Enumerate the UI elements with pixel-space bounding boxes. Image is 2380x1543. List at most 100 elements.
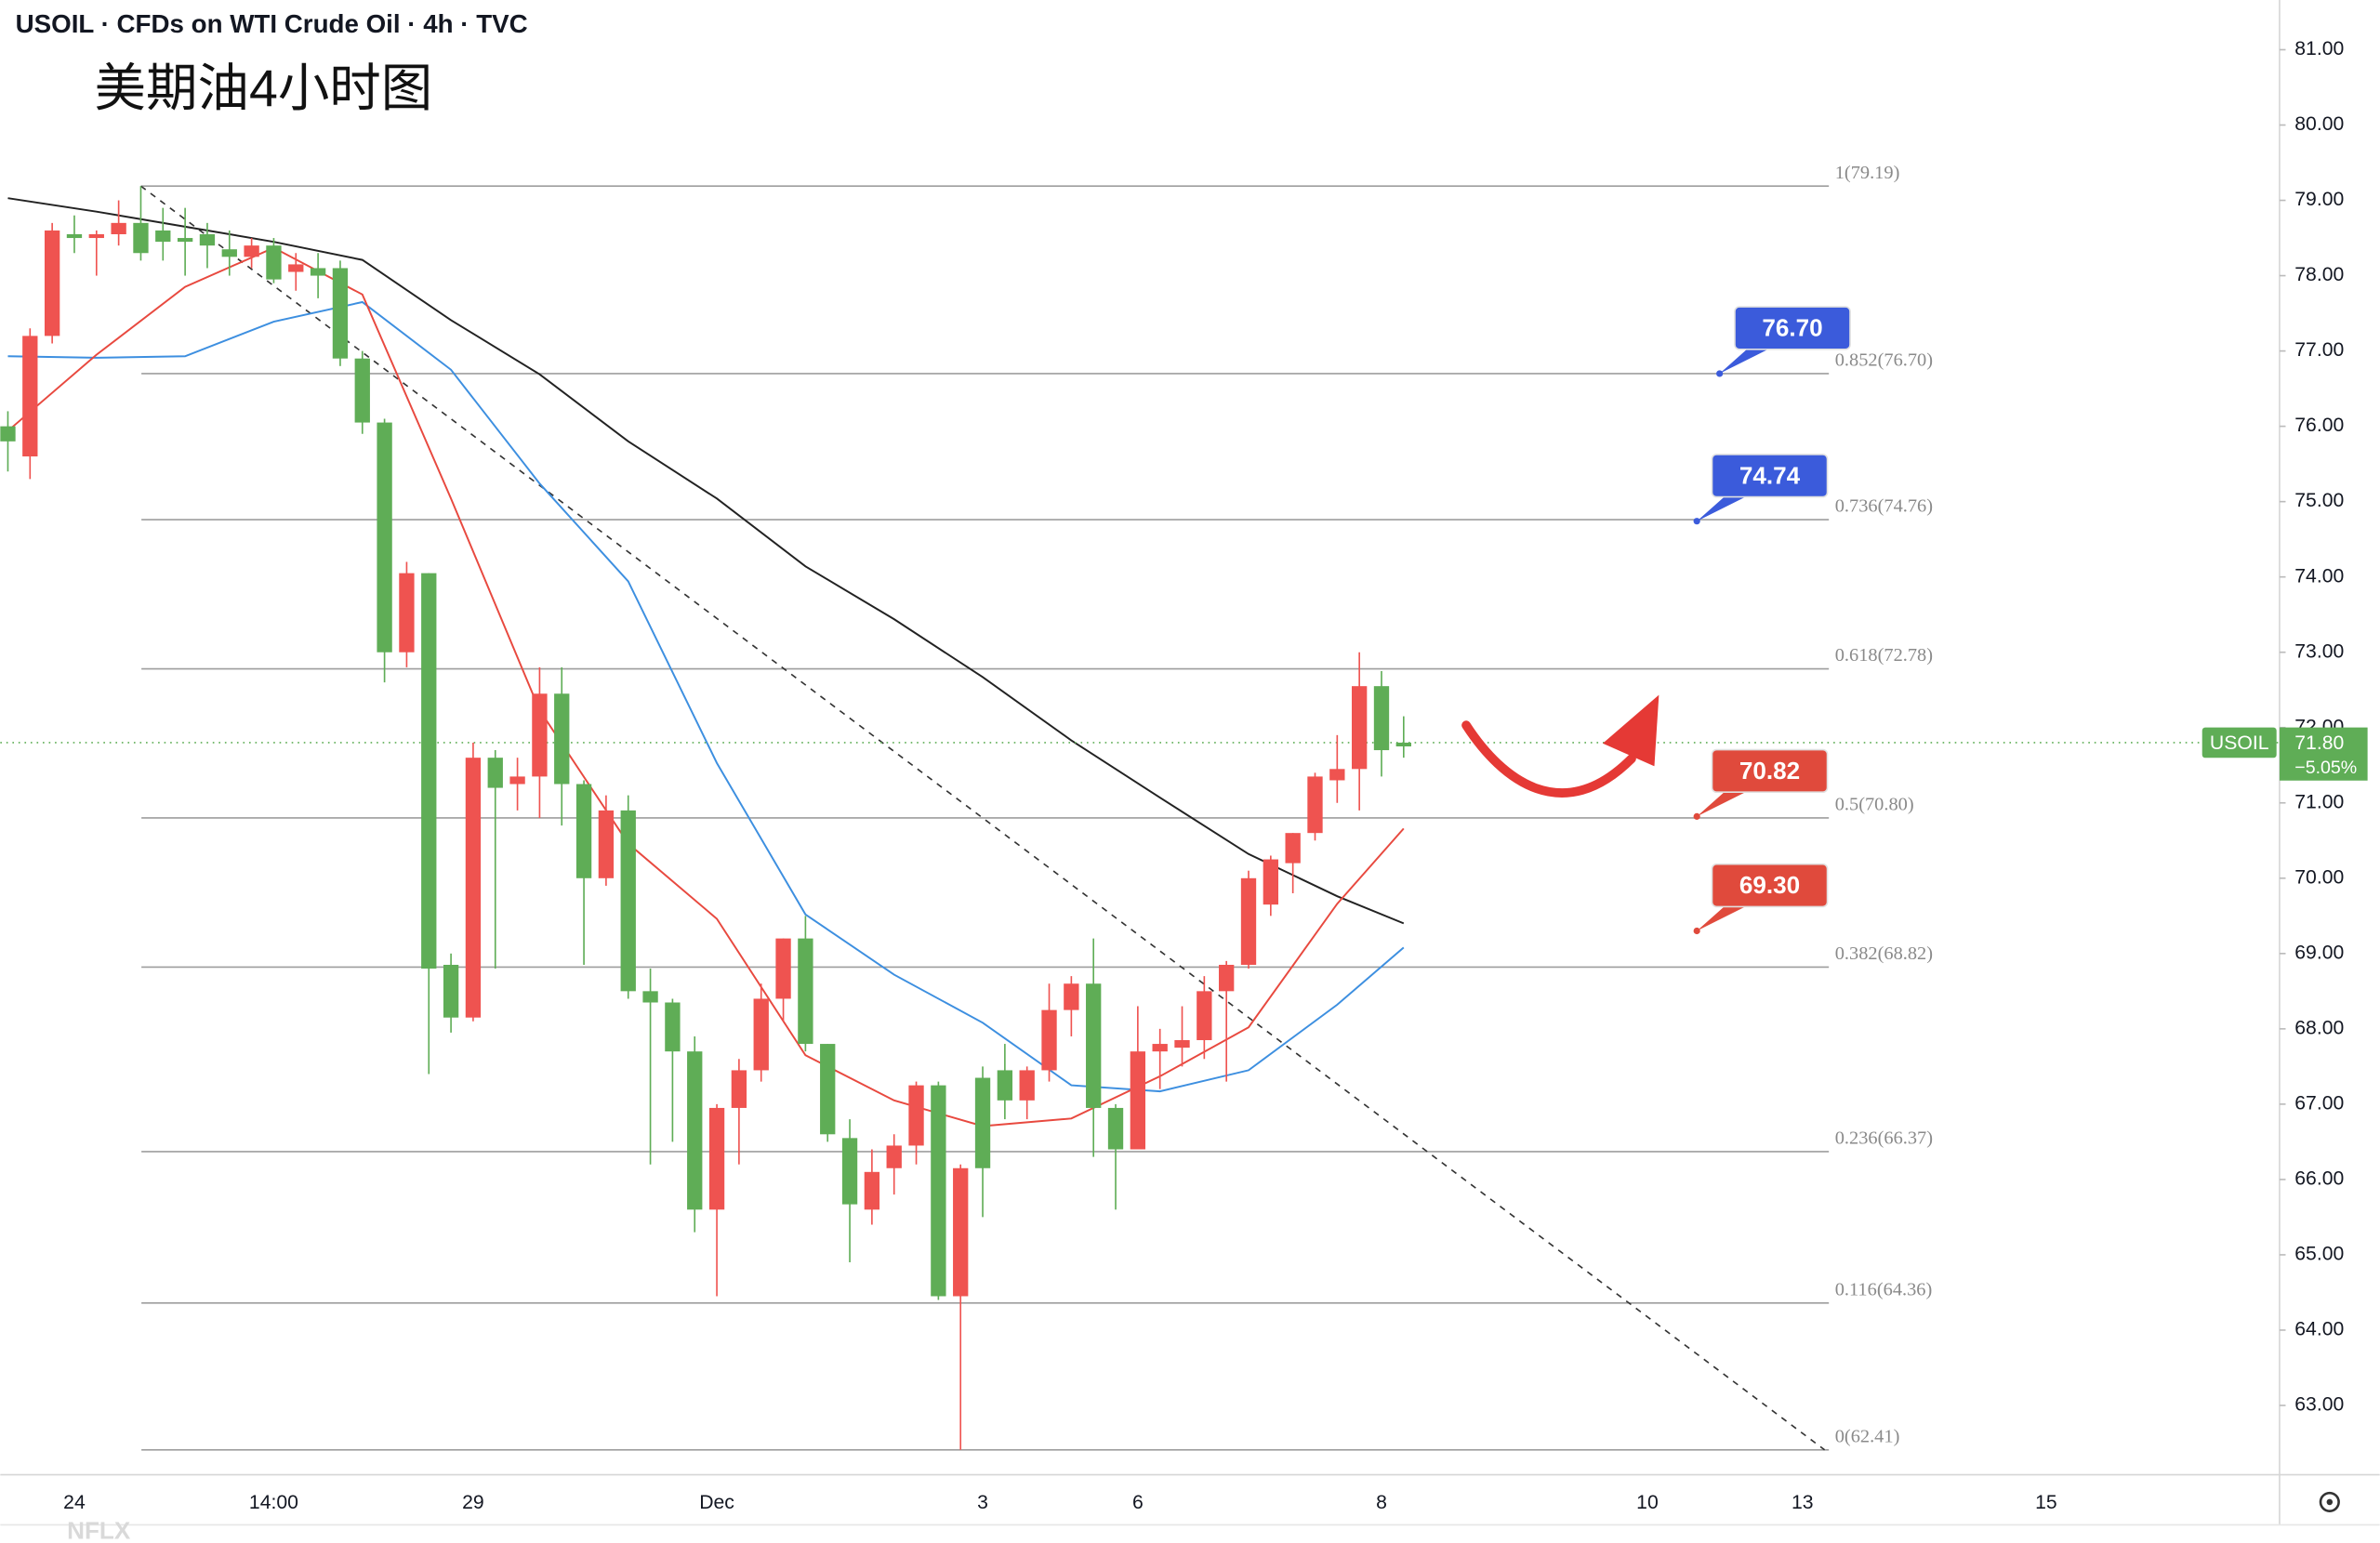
y-tick-label: 78.00 xyxy=(2294,264,2344,285)
price-badge xyxy=(2279,727,2368,781)
callout-dot xyxy=(1693,812,1700,820)
y-tick-label: 76.00 xyxy=(2294,415,2344,436)
x-tick-label: Dec xyxy=(699,1492,734,1513)
candle-body xyxy=(310,268,326,276)
candle-body xyxy=(421,573,437,969)
candle-body xyxy=(532,693,548,777)
candle-body xyxy=(332,268,349,359)
candle-body xyxy=(1130,1051,1146,1150)
moving-average xyxy=(7,246,1405,1128)
y-tick-label: 69.00 xyxy=(2294,942,2344,963)
candle-body xyxy=(974,1077,991,1168)
candle-body xyxy=(864,1171,880,1210)
candle-body xyxy=(1395,742,1411,746)
candle-body xyxy=(1152,1044,1168,1052)
callout-box xyxy=(1711,454,1829,498)
x-tick-label: 13 xyxy=(1792,1492,1814,1513)
callout-pointer xyxy=(1697,906,1746,931)
candle-body xyxy=(1041,1009,1057,1071)
candle-body xyxy=(886,1145,902,1168)
candle-body xyxy=(0,426,16,442)
fib-label: 0.116(64.36) xyxy=(1835,1279,1933,1299)
candle-body xyxy=(642,991,658,1003)
candle-body xyxy=(1174,1040,1190,1048)
moving-average xyxy=(7,197,1405,925)
callout-box xyxy=(1711,748,1829,794)
candle-body xyxy=(1240,877,1257,965)
candle-body xyxy=(133,222,149,254)
candle-body xyxy=(66,234,83,239)
candle-body xyxy=(22,336,38,457)
fib-label: 0.618(72.78) xyxy=(1835,645,1933,666)
x-tick-label: 8 xyxy=(1376,1492,1387,1513)
candle-body xyxy=(820,1044,836,1135)
candle-body xyxy=(155,230,171,243)
line-layer xyxy=(0,185,2280,1451)
y-tick-label: 63.00 xyxy=(2294,1394,2344,1416)
candle-body xyxy=(620,810,636,992)
candle-body xyxy=(575,784,592,878)
candle-body xyxy=(111,222,126,235)
candle-body xyxy=(465,758,482,1018)
y-tick-label: 65.00 xyxy=(2294,1244,2344,1265)
candle-body xyxy=(221,249,237,257)
candle-body xyxy=(908,1085,924,1146)
candle-body xyxy=(841,1138,858,1205)
curved-arrow xyxy=(1461,720,1636,798)
y-tick-label: 80.00 xyxy=(2294,113,2344,135)
fib-label: 0.382(68.82) xyxy=(1835,943,1933,964)
candle-body xyxy=(1086,983,1102,1108)
candle-body xyxy=(443,964,459,1018)
y-tick-label: 77.00 xyxy=(2294,339,2344,361)
fib-label: 0.736(74.76) xyxy=(1835,496,1933,517)
price-label: 71.80 xyxy=(2294,732,2344,754)
candle-body xyxy=(798,938,813,1045)
callout-pointer xyxy=(1697,792,1746,817)
y-tick-label: 81.00 xyxy=(2294,38,2344,59)
fib-label: 0(62.41) xyxy=(1835,1426,1900,1446)
candle-body xyxy=(1373,686,1390,751)
candle-body xyxy=(354,358,370,423)
candle-body xyxy=(598,810,615,878)
candle-body xyxy=(487,758,503,788)
candle-body xyxy=(199,234,216,246)
candle-body xyxy=(687,1051,703,1210)
candle-body xyxy=(1019,1070,1035,1101)
moving-average xyxy=(7,300,1405,1093)
candle-body xyxy=(953,1167,969,1297)
callout-label: 69.30 xyxy=(1739,871,1800,899)
annotation: 美期油4小时图 xyxy=(95,59,433,117)
settings-gear[interactable] xyxy=(2319,1491,2340,1513)
fib-label: 0.236(66.37) xyxy=(1835,1128,1933,1149)
callout-label: 76.70 xyxy=(1762,313,1822,341)
y-tick-label: 73.00 xyxy=(2294,640,2344,662)
candle-body xyxy=(1351,686,1368,770)
candle-body xyxy=(399,573,415,653)
candle-body xyxy=(1263,859,1278,905)
callout-dot xyxy=(1693,518,1700,525)
candle-body xyxy=(997,1070,1013,1101)
candle-body xyxy=(288,264,304,272)
candle-body xyxy=(731,1070,747,1108)
y-tick-label: 67.00 xyxy=(2294,1092,2344,1114)
x-tick-label: 3 xyxy=(977,1492,988,1513)
watermark: NFLX xyxy=(67,1516,131,1543)
fib-label: 0.852(76.70) xyxy=(1835,350,1933,371)
fib-label: 0.5(70.80) xyxy=(1835,795,1914,815)
y-tick-label: 79.00 xyxy=(2294,189,2344,210)
y-tick-label: 70.00 xyxy=(2294,866,2344,888)
y-tick-label: 75.00 xyxy=(2294,490,2344,511)
candle-body xyxy=(1064,983,1079,1010)
y-tick-label: 68.00 xyxy=(2294,1017,2344,1038)
callout-box xyxy=(1711,863,1829,908)
y-tick-label: 66.00 xyxy=(2294,1168,2344,1190)
candle-body xyxy=(554,693,570,785)
settings-icon[interactable] xyxy=(2319,1491,2340,1513)
candle-body xyxy=(931,1085,946,1297)
y-tick-label: 64.00 xyxy=(2294,1319,2344,1340)
settings-gear-center[interactable] xyxy=(2326,1498,2334,1506)
candle-body xyxy=(753,998,769,1071)
candle-body xyxy=(177,238,193,243)
y-tick-label: 74.00 xyxy=(2294,565,2344,587)
